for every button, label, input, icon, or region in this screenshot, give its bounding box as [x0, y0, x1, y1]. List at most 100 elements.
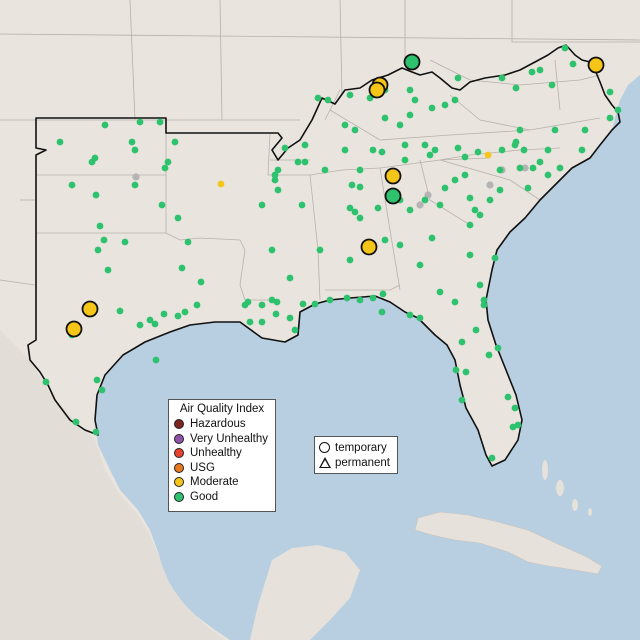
site-marker-good	[454, 144, 462, 152]
site-marker-good	[431, 146, 439, 154]
triangle-icon	[319, 457, 331, 468]
site-marker-good	[379, 290, 387, 298]
legend-item-label: Hazardous	[190, 418, 246, 431]
site-marker-good	[241, 301, 249, 309]
site-marker-good	[498, 74, 506, 82]
site-marker-good	[193, 301, 201, 309]
site-marker-good	[152, 356, 160, 364]
site-marker-good	[356, 296, 364, 304]
site-marker-good	[480, 301, 488, 309]
site-marker-temporary	[360, 238, 378, 256]
site-marker-good	[258, 201, 266, 209]
site-marker-good	[529, 164, 537, 172]
site-marker-good	[346, 91, 354, 99]
site-marker-good	[516, 164, 524, 172]
site-marker-good	[396, 121, 404, 129]
site-marker-good	[606, 114, 614, 122]
legend-item: Very Unhealthy	[169, 432, 275, 447]
site-marker-good	[272, 310, 280, 318]
site-marker-good	[428, 234, 436, 242]
site-marker-temporary	[65, 320, 83, 338]
land-mexico	[0, 330, 225, 640]
site-marker-good	[271, 171, 279, 179]
site-marker-good	[578, 146, 586, 154]
site-marker-good	[311, 300, 319, 308]
site-marker-good	[485, 351, 493, 359]
site-marker-temporary	[384, 187, 402, 205]
legend-rows: Hazardous Very Unhealthy Unhealthy USG Moder…	[169, 417, 275, 504]
site-marker-good	[416, 314, 424, 322]
shape-legend-label-temporary: temporary	[335, 441, 387, 454]
site-marker-good	[343, 294, 351, 302]
site-marker-good	[128, 138, 136, 146]
site-marker-good	[369, 294, 377, 302]
site-marker-good	[466, 221, 474, 229]
shape-legend-row-permanent: permanent	[315, 455, 397, 470]
site-marker-good	[476, 281, 484, 289]
site-marker-good	[451, 96, 459, 104]
site-marker-good	[416, 261, 424, 269]
site-marker-good	[454, 74, 462, 82]
site-marker-good	[268, 246, 276, 254]
site-marker-good	[42, 378, 50, 386]
land-cuba	[414, 511, 603, 575]
site-marker-good	[274, 186, 282, 194]
site-marker-good	[151, 320, 159, 328]
site-marker-good	[461, 171, 469, 179]
region-border	[27, 44, 621, 467]
site-marker-good	[401, 141, 409, 149]
site-marker-good	[421, 196, 429, 204]
aqi-site-markers	[42, 44, 622, 462]
site-marker-temporary	[81, 300, 99, 318]
legend-item: Good	[169, 490, 275, 505]
site-marker-good	[436, 201, 444, 209]
shape-legend: temporary permanent	[314, 436, 398, 474]
site-marker-good	[136, 321, 144, 329]
site-marker-good	[516, 126, 524, 134]
site-marker-nodata	[132, 173, 140, 181]
site-marker-good	[316, 246, 324, 254]
site-marker-good	[92, 191, 100, 199]
shape-legend-row-temporary: temporary	[315, 440, 397, 455]
site-marker-good	[136, 118, 144, 126]
site-marker-good	[92, 428, 100, 436]
site-marker-good	[341, 146, 349, 154]
site-marker-good	[131, 146, 139, 154]
legend-swatch	[174, 462, 184, 473]
legend-swatch	[174, 448, 184, 459]
site-marker-good	[301, 158, 309, 166]
site-marker-good	[171, 138, 179, 146]
site-marker-good	[462, 368, 470, 376]
site-marker-nodata	[486, 181, 494, 189]
site-marker-good	[286, 274, 294, 282]
site-marker-good	[406, 111, 414, 119]
site-marker-good	[544, 171, 552, 179]
site-marker-good	[614, 106, 622, 114]
site-marker-good	[374, 204, 382, 212]
site-marker-good	[488, 454, 496, 462]
site-marker-good	[496, 186, 504, 194]
site-marker-good	[406, 311, 414, 319]
site-marker-good	[498, 146, 506, 154]
site-marker-good	[156, 118, 164, 126]
site-marker-good	[98, 386, 106, 394]
legend-item: Moderate	[169, 475, 275, 490]
site-marker-good	[569, 60, 577, 68]
site-marker-good	[258, 301, 266, 309]
site-marker-good	[548, 81, 556, 89]
site-marker-good	[346, 204, 354, 212]
site-marker-good	[509, 423, 517, 431]
site-marker-good	[480, 296, 488, 304]
site-marker-temporary	[587, 56, 605, 74]
site-marker-good	[458, 338, 466, 346]
site-marker-good	[556, 164, 564, 172]
site-marker-good	[524, 184, 532, 192]
site-marker-good	[369, 146, 377, 154]
site-marker-good	[346, 256, 354, 264]
shape-legend-label-permanent: permanent	[335, 456, 390, 469]
site-marker-good	[158, 201, 166, 209]
aqi-legend: Air Quality Index Hazardous Very Unhealth…	[168, 399, 276, 512]
land-bahamas	[542, 460, 592, 516]
